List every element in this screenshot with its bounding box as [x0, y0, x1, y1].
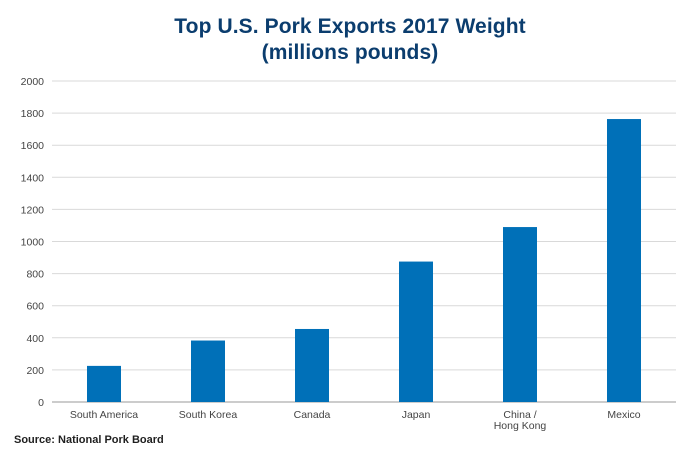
x-tick-label: Hong Kong	[494, 420, 547, 432]
bar	[399, 261, 433, 402]
y-tick-label: 2000	[21, 76, 45, 88]
x-tick-label: Japan	[402, 409, 431, 421]
x-axis-ticks: South America South Korea Canada Japan China…	[70, 409, 641, 432]
y-tick-label: 800	[26, 269, 44, 281]
bar	[295, 328, 329, 402]
chart-title-line-2: (millions pounds)	[261, 41, 439, 64]
x-tick-label: Canada	[294, 409, 331, 421]
x-tick-label: South America	[70, 409, 138, 421]
x-tick-label: China /	[503, 409, 536, 421]
y-tick-label: 1600	[21, 140, 45, 152]
y-tick-label: 1000	[21, 237, 45, 249]
x-tick-label: Mexico	[607, 409, 640, 421]
bar	[503, 227, 537, 402]
y-tick-label: 400	[26, 333, 44, 345]
grid-lines	[52, 80, 676, 403]
x-tick-label: South Korea	[179, 409, 238, 421]
bars	[87, 119, 641, 402]
y-tick-label: 0	[38, 397, 44, 409]
bar	[87, 365, 121, 402]
bar	[607, 119, 641, 402]
y-tick-label: 1200	[21, 204, 45, 216]
y-tick-label: 1400	[21, 172, 45, 184]
source-note: Source: National Pork Board	[14, 434, 164, 446]
chart-title-line-1: Top U.S. Pork Exports 2017 Weight	[174, 15, 526, 38]
y-axis-ticks: 0 200 400 600 800 1000 1200 1400 1600 1800 2000	[21, 76, 45, 409]
y-tick-label: 1800	[21, 108, 45, 120]
chart-title: Top U.S. Pork Exports 2017 Weight (milli…	[0, 14, 700, 66]
bar	[191, 340, 225, 402]
y-tick-label: 600	[26, 301, 44, 313]
y-tick-label: 200	[26, 365, 44, 377]
